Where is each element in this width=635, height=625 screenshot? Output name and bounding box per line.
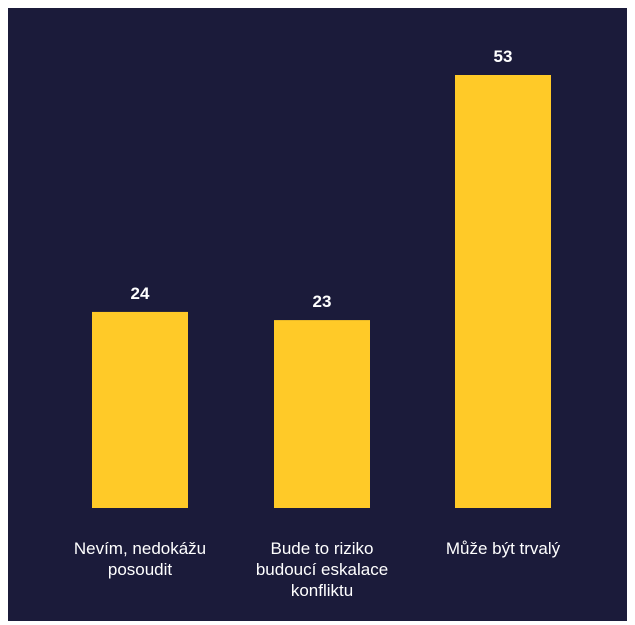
category-label-1: Nevím, nedokážu posoudit — [73, 539, 207, 579]
data-label-2: 23 — [313, 292, 332, 311]
data-label-1: 24 — [131, 284, 150, 303]
data-label-3: 53 — [494, 47, 513, 66]
category-label-2: Bude to riziko budoucí eskalace konflikt… — [255, 539, 389, 600]
category-label-3: Může být trvalý — [445, 539, 561, 558]
bar-1 — [92, 311, 188, 508]
bar-3 — [455, 75, 551, 508]
chart-panel: 24 23 53 Nevím, nedokážu posoudit Bude to r… — [8, 8, 627, 621]
bar-2 — [274, 320, 370, 508]
bar-chart: 24 23 53 — [92, 47, 551, 508]
